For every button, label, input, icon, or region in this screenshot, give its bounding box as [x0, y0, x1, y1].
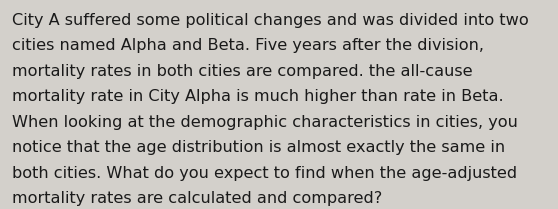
Text: mortality rates in both cities are compared. the all-cause: mortality rates in both cities are compa…	[12, 64, 473, 79]
Text: City A suffered some political changes and was divided into two: City A suffered some political changes a…	[12, 13, 529, 28]
Text: When looking at the demographic characteristics in cities, you: When looking at the demographic characte…	[12, 115, 518, 130]
Text: cities named Alpha and Beta. Five years after the division,: cities named Alpha and Beta. Five years …	[12, 38, 484, 53]
Text: both cities. What do you expect to find when the age-adjusted: both cities. What do you expect to find …	[12, 166, 517, 181]
Text: mortality rate in City Alpha is much higher than rate in Beta.: mortality rate in City Alpha is much hig…	[12, 89, 504, 104]
Text: notice that the age distribution is almost exactly the same in: notice that the age distribution is almo…	[12, 140, 506, 155]
Text: mortality rates are calculated and compared?: mortality rates are calculated and compa…	[12, 191, 383, 206]
